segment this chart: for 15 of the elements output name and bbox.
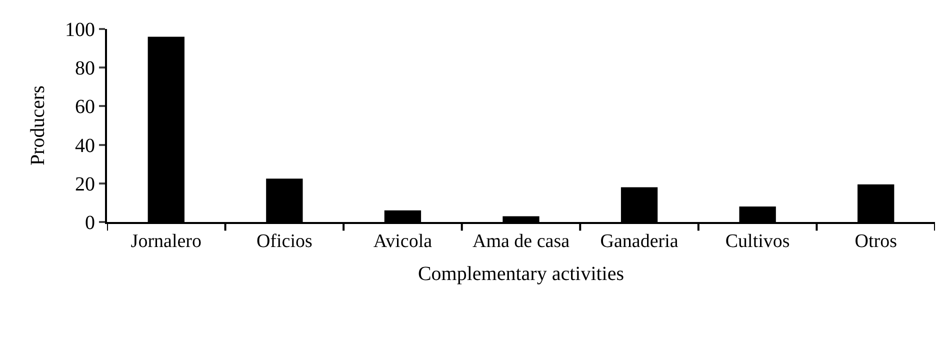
- x-tick-label: Jornalero: [130, 230, 202, 252]
- x-tick-label: Ganaderia: [600, 230, 679, 252]
- y-tick-label: 40: [75, 134, 95, 157]
- y-tick-label: 80: [75, 58, 95, 80]
- x-tick-label: Avicola: [373, 230, 433, 252]
- y-tick-label: 20: [75, 173, 95, 196]
- x-tick-label: Ama de casa: [472, 230, 570, 252]
- y-tick-label: 60: [75, 96, 95, 118]
- x-tick-label: Oficios: [256, 230, 312, 252]
- y-tick-label: 0: [85, 212, 95, 234]
- x-tick-label: Otros: [854, 230, 897, 252]
- x-tick-label: Cultivos: [725, 230, 790, 252]
- y-tick-label: 100: [65, 19, 95, 41]
- y-axis-title: Producers: [27, 85, 49, 166]
- x-axis-title: Complementary activities: [418, 262, 624, 285]
